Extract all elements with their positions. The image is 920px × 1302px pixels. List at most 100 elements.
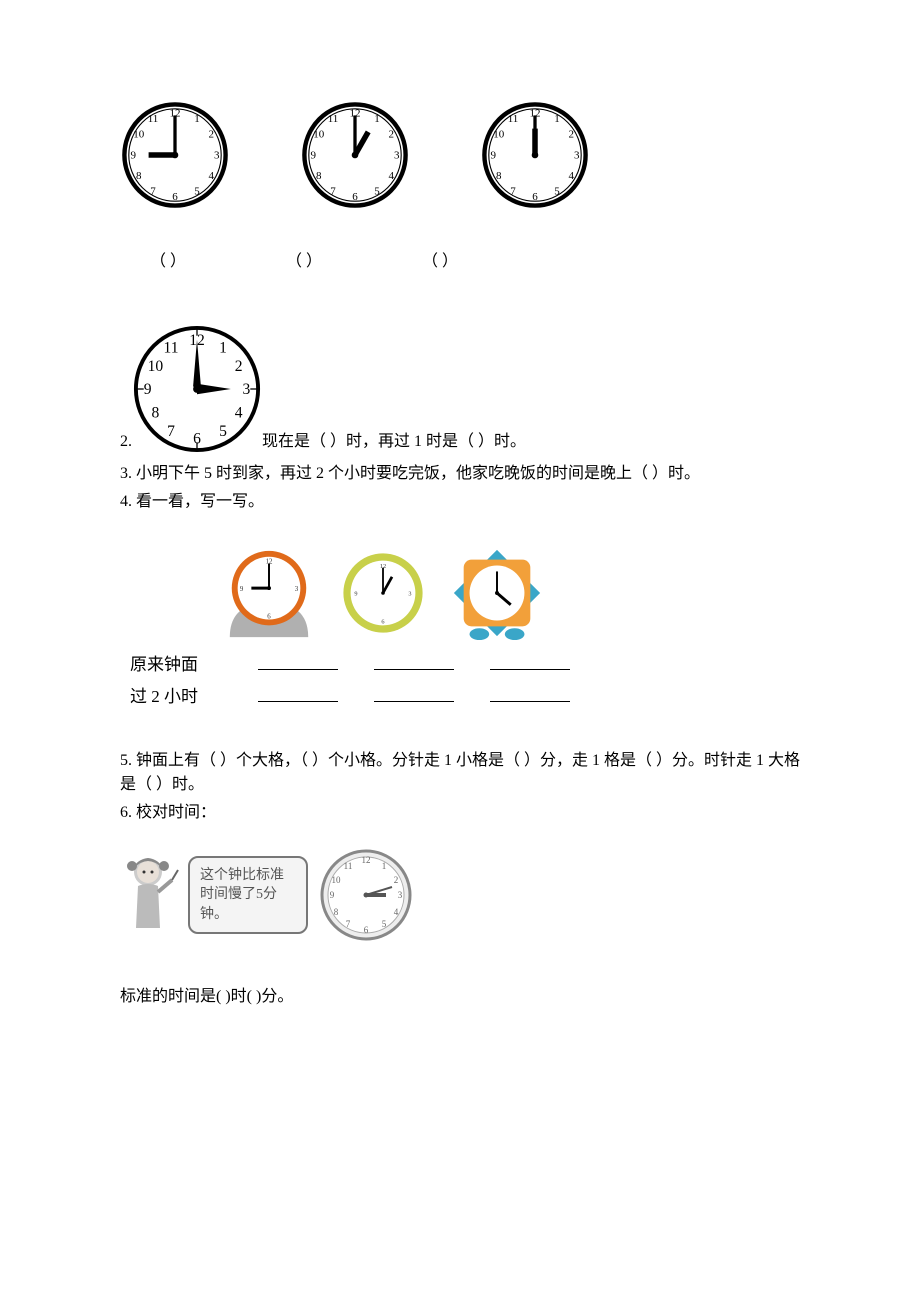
svg-text:3: 3 (408, 591, 411, 598)
q4-table: 原来钟面 过 2 小时 (130, 652, 800, 709)
svg-text:11: 11 (328, 113, 339, 125)
q1-clock-row: 1212 345 678 91011 1212 345 678 91011 (120, 100, 800, 210)
clock-icon: 123 69 (338, 544, 428, 642)
q1-answer-row: （ ） （ ） （ ） (150, 250, 800, 274)
speech-text: 这个钟比标准时间慢了5分钟。 (200, 868, 284, 922)
svg-text:2: 2 (209, 128, 215, 140)
svg-text:6: 6 (532, 191, 538, 203)
svg-text:9: 9 (330, 890, 335, 900)
svg-text:5: 5 (194, 186, 200, 198)
alarm-clock-icon: 123 69 (220, 544, 318, 642)
q6-number: 6. (120, 804, 132, 821)
q4-blank[interactable] (258, 652, 338, 670)
svg-text:8: 8 (136, 170, 142, 182)
q2-number: 2. (120, 430, 132, 454)
girl-icon (120, 850, 180, 940)
svg-text:3: 3 (243, 381, 251, 398)
clock-icon: 1212 345 678 91011 (120, 100, 230, 210)
svg-text:9: 9 (354, 591, 357, 598)
q1-answer-1[interactable]: （ ） (150, 250, 186, 274)
svg-text:10: 10 (493, 128, 505, 140)
svg-text:6: 6 (267, 613, 271, 620)
svg-text:3: 3 (295, 586, 299, 593)
speech-bubble: 这个钟比标准时间慢了5分钟。 (188, 856, 308, 935)
svg-text:2: 2 (389, 128, 395, 140)
q4-clock-row: 123 69 123 69 (220, 544, 800, 642)
clock-icon: 1212 345 678 91011 (316, 845, 416, 945)
svg-text:9: 9 (144, 381, 152, 398)
svg-text:6: 6 (172, 191, 178, 203)
q1-clock-2: 1212 345 678 91011 (300, 100, 410, 210)
q4-blank[interactable] (374, 684, 454, 702)
svg-text:6: 6 (364, 925, 369, 935)
q4-number: 4. (120, 493, 132, 510)
q4-row-after2h: 过 2 小时 (130, 684, 800, 710)
svg-text:4: 4 (209, 170, 215, 182)
q4-row-label-2: 过 2 小时 (130, 684, 240, 710)
svg-text:10: 10 (133, 128, 145, 140)
q1-answer-2[interactable]: （ ） (286, 250, 322, 274)
q1-clock-1: 1212 345 678 91011 (120, 100, 230, 210)
svg-text:11: 11 (344, 861, 353, 871)
q6-answer-text[interactable]: 标准的时间是( )时( )分。 (120, 988, 293, 1005)
q6-row: 这个钟比标准时间慢了5分钟。 1212 345 678 91011 (120, 845, 800, 945)
svg-text:6: 6 (193, 431, 201, 448)
svg-text:1: 1 (382, 861, 387, 871)
q5-number: 5. (120, 752, 132, 769)
clock-icon: 1212 345 678 91011 (300, 100, 410, 210)
svg-text:4: 4 (235, 405, 243, 422)
svg-text:10: 10 (313, 128, 325, 140)
q3-number: 3. (120, 465, 132, 482)
svg-text:1: 1 (554, 113, 560, 125)
q5-row: 5. 钟面上有（ ）个大格，（ ）个小格。分针走 1 小格是（ ）分，走 1 格… (120, 749, 800, 797)
svg-text:8: 8 (152, 405, 160, 422)
q1-answer-3[interactable]: （ ） (422, 250, 458, 274)
q6-title: 校对时间： (136, 804, 216, 821)
svg-text:2: 2 (235, 358, 243, 375)
q4-blank[interactable] (258, 684, 338, 702)
q4-title: 看一看，写一写。 (136, 493, 264, 510)
q3-row: 3. 小明下午 5 时到家，再过 2 个小时要吃完饭，他家吃晚饭的时间是晚上（ … (120, 462, 800, 486)
svg-text:5: 5 (219, 423, 227, 440)
svg-text:10: 10 (332, 875, 342, 885)
square-clock-icon (448, 544, 546, 642)
svg-text:7: 7 (510, 186, 516, 198)
svg-text:11: 11 (163, 340, 178, 357)
svg-text:7: 7 (167, 423, 175, 440)
q4-blank[interactable] (490, 684, 570, 702)
q2-text[interactable]: 现在是（ ）时，再过 1 时是（ ）时。 (262, 430, 526, 454)
svg-text:2: 2 (569, 128, 575, 140)
svg-text:10: 10 (148, 358, 164, 375)
q3-text[interactable]: 小明下午 5 时到家，再过 2 个小时要吃完饭，他家吃晚饭的时间是晚上（ ）时。 (136, 465, 700, 482)
svg-text:3: 3 (214, 149, 220, 161)
svg-text:3: 3 (398, 890, 403, 900)
svg-text:3: 3 (574, 149, 580, 161)
svg-text:1: 1 (374, 113, 380, 125)
svg-text:7: 7 (150, 186, 156, 198)
svg-text:1: 1 (194, 113, 200, 125)
q5-text[interactable]: 钟面上有（ ）个大格，（ ）个小格。分针走 1 小格是（ ）分，走 1 格是（ … (120, 752, 800, 793)
svg-text:11: 11 (508, 113, 519, 125)
svg-text:1: 1 (219, 340, 227, 357)
q4-header: 4. 看一看，写一写。 (120, 490, 800, 514)
q4-blank[interactable] (490, 652, 570, 670)
svg-text:3: 3 (394, 149, 400, 161)
q6-header: 6. 校对时间： (120, 801, 800, 825)
q4-row-label-1: 原来钟面 (130, 652, 240, 678)
svg-text:8: 8 (334, 907, 339, 917)
clock-icon: 1212 345 678 91011 (480, 100, 590, 210)
svg-text:7: 7 (346, 919, 351, 929)
q2-row: 2. 1212 345 678 91011 现在是（ ）时，再过 1 时是（ ）… (120, 324, 800, 454)
svg-text:4: 4 (389, 170, 395, 182)
q6-answer-line[interactable]: 标准的时间是( )时( )分。 (120, 985, 800, 1009)
svg-text:11: 11 (148, 113, 159, 125)
svg-text:5: 5 (382, 919, 387, 929)
svg-text:8: 8 (316, 170, 322, 182)
svg-text:9: 9 (490, 149, 496, 161)
svg-text:5: 5 (554, 186, 560, 198)
clock-icon: 1212 345 678 91011 (132, 324, 262, 454)
svg-text:8: 8 (496, 170, 502, 182)
svg-text:9: 9 (130, 149, 136, 161)
q4-blank[interactable] (374, 652, 454, 670)
svg-text:5: 5 (374, 186, 380, 198)
